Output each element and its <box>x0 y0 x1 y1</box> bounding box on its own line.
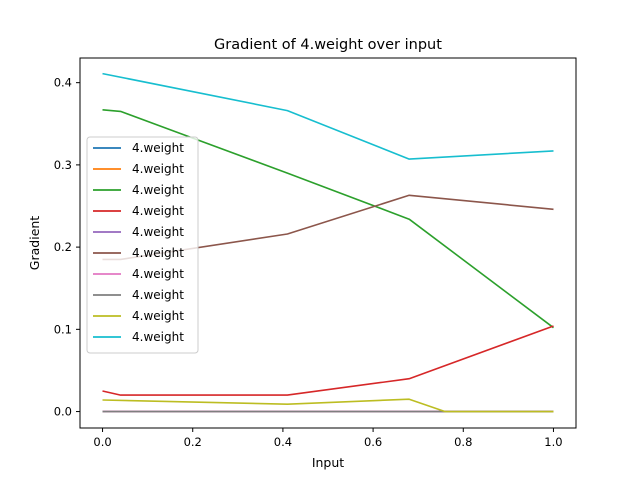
x-tick-label: 0.0 <box>93 435 111 449</box>
plot-frame <box>79 57 577 429</box>
series-line-9 <box>102 398 554 413</box>
legend-entry: 4.weight <box>93 204 184 218</box>
y-tick-label: 0.3 <box>54 158 72 172</box>
legend-entry: 4.weight <box>93 246 184 260</box>
legend-entry: 4.weight <box>93 225 184 239</box>
legend-label: 4.weight <box>132 267 184 281</box>
legend-label: 4.weight <box>132 330 184 344</box>
series-line-10 <box>102 72 554 160</box>
legend-entry: 4.weight <box>93 288 184 302</box>
x-axis-label: Input <box>312 455 344 470</box>
y-tick-label: 0.4 <box>54 76 72 90</box>
legend-label: 4.weight <box>132 204 184 218</box>
legend-label: 4.weight <box>132 288 184 302</box>
legend-label: 4.weight <box>132 246 184 260</box>
y-axis-label: Gradient <box>27 216 42 271</box>
legend-label: 4.weight <box>132 141 184 155</box>
y-tick-label: 0.0 <box>54 405 72 419</box>
series-line-3 <box>102 109 554 329</box>
legend-entry: 4.weight <box>93 162 184 176</box>
x-tick-label: 0.8 <box>454 435 472 449</box>
legend-label: 4.weight <box>132 225 184 239</box>
legend-entry: 4.weight <box>93 267 184 281</box>
y-tick-label: 0.1 <box>54 322 72 336</box>
ticks-layer: 0.0 0.2 0.4 0.6 0.8 1.0 0.0 0.1 0.2 0.3 0.4 <box>54 76 563 449</box>
x-tick-label: 1.0 <box>544 435 562 449</box>
legend-entry: 4.weight <box>93 183 184 197</box>
legend-label: 4.weight <box>132 309 184 323</box>
legend-label: 4.weight <box>132 183 184 197</box>
x-tick-label: 0.2 <box>184 435 202 449</box>
legend: 4.weight 4.weight 4.weight 4.weight 4.weight… <box>86 136 199 354</box>
legend-entry: 4.weight <box>93 141 184 155</box>
x-tick-label: 0.4 <box>274 435 292 449</box>
x-tick-label: 0.6 <box>364 435 382 449</box>
y-tick-label: 0.2 <box>54 240 72 254</box>
series-line-4 <box>102 325 554 396</box>
legend-box <box>86 136 199 354</box>
legend-entry: 4.weight <box>93 309 184 323</box>
chart-title: Gradient of 4.weight over input <box>214 37 442 53</box>
legend-entry: 4.weight <box>93 330 184 344</box>
legend-label: 4.weight <box>132 162 184 176</box>
